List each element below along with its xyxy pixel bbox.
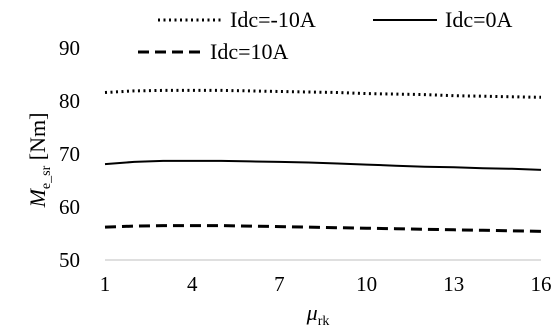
x-tick-label: 1 bbox=[100, 272, 111, 296]
x-tick-label: 7 bbox=[274, 272, 285, 296]
y-axis-title: Me_sr [Nm] bbox=[25, 113, 54, 209]
y-tick-label: 50 bbox=[59, 248, 80, 272]
x-axis-ticks: 1 4 7 10 13 16 bbox=[100, 272, 552, 296]
legend-label: Idc=-10A bbox=[230, 7, 316, 32]
x-tick-label: 4 bbox=[187, 272, 198, 296]
x-tick-label: 13 bbox=[443, 272, 464, 296]
y-tick-label: 60 bbox=[59, 195, 80, 219]
legend: Idc=-10A Idc=0A Idc=10A bbox=[138, 7, 512, 64]
series-line-1 bbox=[104, 88, 542, 99]
y-tick-label: 80 bbox=[59, 89, 80, 113]
y-axis-ticks: 50 60 70 80 90 bbox=[59, 36, 80, 272]
x-tick-label: 16 bbox=[531, 272, 552, 296]
series-line-3 bbox=[104, 224, 542, 233]
series-lines bbox=[104, 88, 542, 233]
x-axis-title: μrk bbox=[306, 300, 330, 329]
y-tick-label: 70 bbox=[59, 142, 80, 166]
x-tick-label: 10 bbox=[356, 272, 377, 296]
y-tick-label: 90 bbox=[59, 36, 80, 60]
series-line-2 bbox=[104, 159, 542, 171]
legend-label: Idc=0A bbox=[445, 7, 512, 32]
legend-label: Idc=10A bbox=[210, 39, 288, 64]
